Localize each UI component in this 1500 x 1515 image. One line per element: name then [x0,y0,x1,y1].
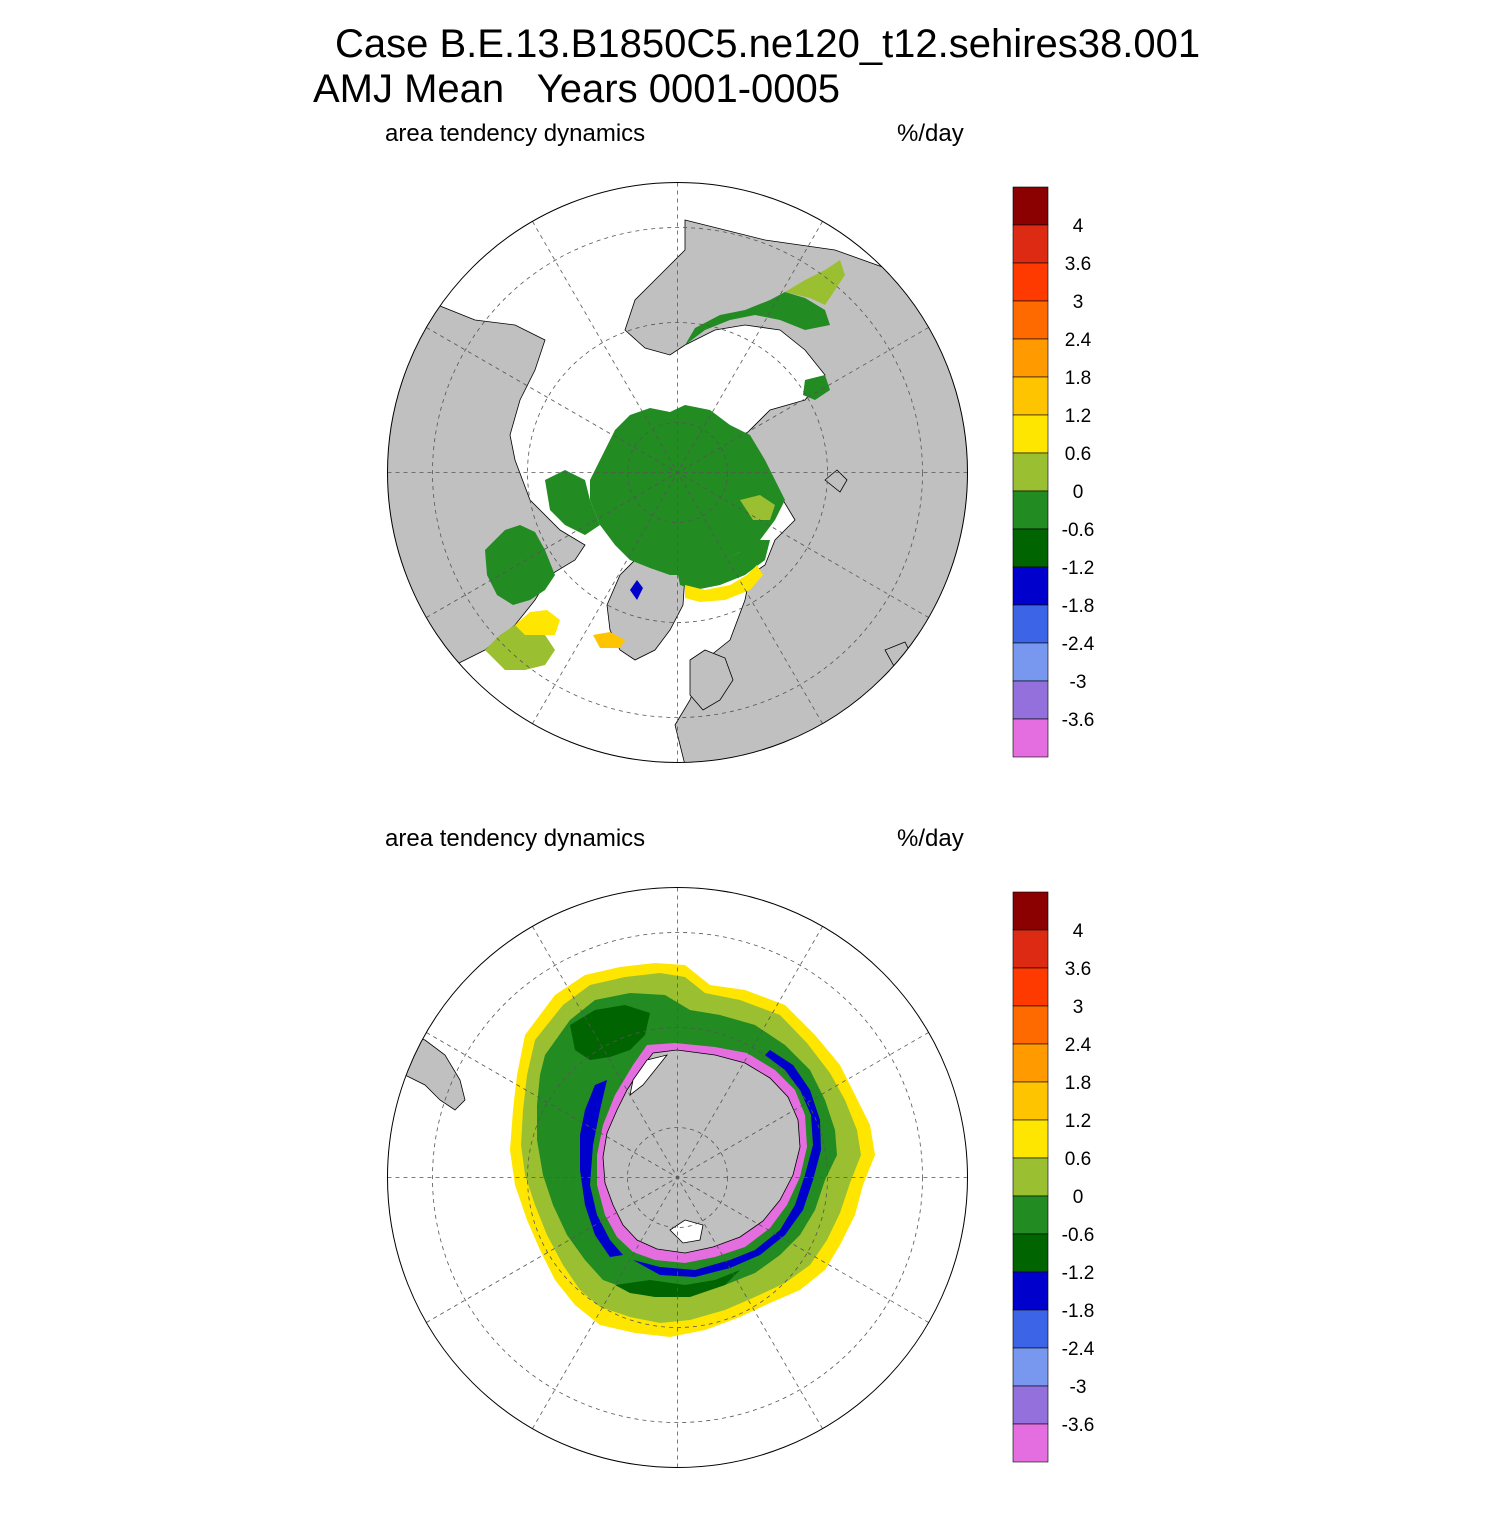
panel-antarctic: area tendency dynamics %/day [0,815,1500,1515]
antarctica-landmass [602,1049,801,1254]
colorbar-tick-label: -1.8 [1062,1301,1095,1322]
colorbar-tick-label: 3.6 [1065,959,1091,980]
colorbar-swatch [1012,1157,1049,1197]
colorbar-swatch [1012,1119,1049,1159]
colorbar-swatch [1012,1043,1049,1083]
colorbar-swatch [1012,718,1049,758]
figure-title-line-2: AMJ Mean Years 0001-0005 [313,67,841,111]
ross-sea-ice-shelf [669,1219,704,1244]
colorbar-swatch [1012,1309,1049,1349]
arctic-graticule [387,182,968,763]
arctic-landmasses [387,219,968,763]
colorbar-tick-label: 2.4 [1065,330,1092,351]
colorbar-swatch [1012,490,1049,530]
colorbar-swatch [1012,528,1049,568]
colorbar-swatch [1012,967,1049,1007]
colorbar-swatch [1012,642,1049,682]
colorbar-tick-label: -2.4 [1062,634,1095,655]
arctic-polar-map [387,182,968,763]
colorbar-swatch [1012,1081,1049,1121]
colorbar-tick-label: -3.6 [1062,710,1095,731]
colorbar-swatch [1012,1423,1049,1463]
colorbar-tick-label: -1.8 [1062,596,1095,617]
colorbar-swatch [1012,300,1049,340]
colorbar-tick-label: 3.6 [1065,254,1091,275]
colorbar-tick-label: -0.6 [1062,520,1095,541]
colorbar-swatch [1012,1195,1049,1235]
antarctic-colorbar: 4 3.6 3 2.4 1.8 1.2 0.6 0 -0.6 -1.2 -1.8 -2.4 -3 -3.6 [1012,891,1095,1463]
colorbar-swatch [1012,414,1049,454]
colorbar-swatch [1012,680,1049,720]
colorbar-swatch [1012,1005,1049,1045]
colorbar-tick-label: 1.8 [1065,368,1091,389]
colorbar-tick-label: 3 [1073,997,1084,1018]
colorbar-swatch [1012,186,1049,226]
figure-title-line-1: Case B.E.13.B1850C5.ne120_t12.sehires38.… [335,22,1201,66]
panel-arctic-units: %/day [897,120,964,147]
colorbar-tick-label: 0 [1073,1187,1084,1208]
colorbar-swatch [1012,1233,1049,1273]
colorbar-tick-label: 1.2 [1065,406,1091,427]
colorbar-swatch [1012,1347,1049,1387]
antarctic-map-border [387,887,968,1468]
colorbar-swatch [1012,566,1049,606]
arctic-sea-ice-field [485,260,845,670]
colorbar-tick-label: 0 [1073,482,1084,503]
colorbar-tick-label: 1.2 [1065,1111,1091,1132]
colorbar-tick-label: -1.2 [1062,1263,1095,1284]
arctic-colorbar: 4 3.6 3 2.4 1.8 1.2 0.6 0 -0.6 -1.2 -1.8 -2.4 -3 -3.6 [1012,186,1095,758]
colorbar-tick-label: -3 [1070,672,1087,693]
colorbar-tick-label: 0.6 [1065,1149,1091,1170]
colorbar-tick-label: -3.6 [1062,1415,1095,1436]
colorbar-swatch [1012,1271,1049,1311]
colorbar-tick-label: -1.2 [1062,558,1095,579]
colorbar-swatch [1012,262,1049,302]
colorbar-swatch [1012,338,1049,378]
arctic-map-border [387,182,968,763]
colorbar-swatch [1012,891,1049,931]
colorbar-tick-label: -3 [1070,1377,1087,1398]
panel-antarctic-variable-title: area tendency dynamics [385,825,646,852]
colorbar-tick-label: -2.4 [1062,1339,1095,1360]
colorbar-swatch [1012,1385,1049,1425]
colorbar-swatch [1012,452,1049,492]
colorbar-swatch [1012,224,1049,264]
colorbar-tick-label: 4 [1073,216,1084,237]
colorbar-tick-label: 3 [1073,292,1084,313]
colorbar-tick-label: 0.6 [1065,444,1091,465]
panel-arctic-variable-title: area tendency dynamics [385,120,646,147]
colorbar-tick-label: -0.6 [1062,1225,1095,1246]
panel-arctic: area tendency dynamics %/day [0,110,1500,810]
antarctic-polar-map [387,887,968,1468]
antarctic-graticule [387,887,968,1468]
colorbar-swatch [1012,604,1049,644]
colorbar-tick-label: 1.8 [1065,1073,1091,1094]
colorbar-tick-label: 4 [1073,921,1084,942]
colorbar-tick-label: 2.4 [1065,1035,1092,1056]
panel-antarctic-units: %/day [897,825,964,852]
colorbar-swatch [1012,376,1049,416]
colorbar-swatch [1012,929,1049,969]
